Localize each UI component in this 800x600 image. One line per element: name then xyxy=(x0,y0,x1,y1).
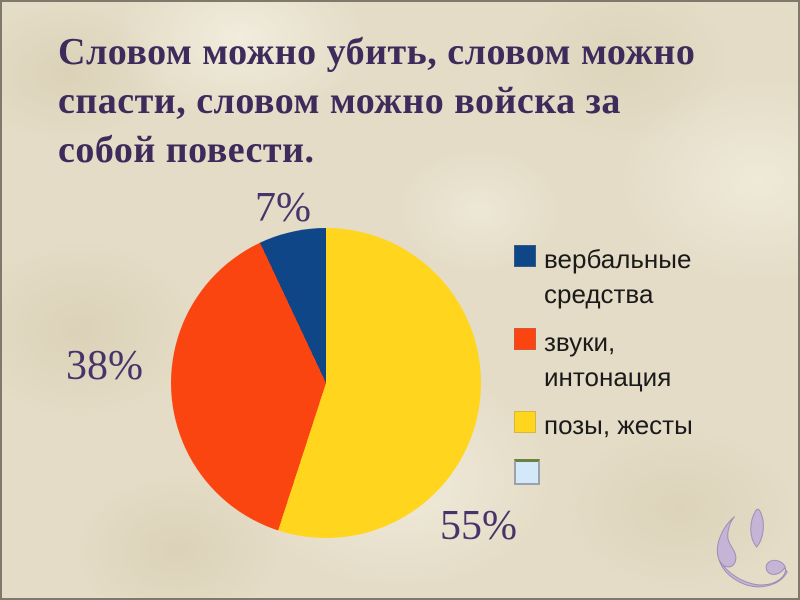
flourish-loop-shape xyxy=(718,559,788,588)
legend-color-swatch xyxy=(514,328,536,350)
flourish-left-petal-shape xyxy=(716,516,737,568)
pie-label-verbal-7pct: 7% xyxy=(255,185,311,231)
legend-item: вербальные средства xyxy=(514,242,764,312)
chart-legend: вербальные средства звуки, интонация позы,… xyxy=(514,242,764,485)
pie-chart xyxy=(171,228,481,538)
slide-title: Словом можно убить, словом можно спасти,… xyxy=(58,28,758,175)
slide-title-line-1: Словом можно убить, словом можно xyxy=(58,31,696,73)
legend-label: вербальные средства xyxy=(544,244,692,309)
slide-title-line-3: собой повести. xyxy=(58,129,315,171)
legend-label: звуки, интонация xyxy=(544,327,672,392)
legend-color-swatch xyxy=(514,411,536,433)
legend-color-swatch xyxy=(514,459,540,485)
legend-item xyxy=(514,456,764,485)
legend-label: позы, жесты xyxy=(544,410,693,440)
slide-title-line-2: спасти, словом можно войска за xyxy=(58,80,621,122)
legend-item: позы, жесты xyxy=(514,408,764,443)
legend-color-swatch xyxy=(514,245,536,267)
flourish-ornament xyxy=(716,508,788,588)
pie-label-gestures-55pct: 55% xyxy=(440,503,517,549)
pie-label-sounds-38pct: 38% xyxy=(66,343,143,389)
legend-item: звуки, интонация xyxy=(514,325,764,395)
flourish-right-petal-shape xyxy=(750,508,764,548)
